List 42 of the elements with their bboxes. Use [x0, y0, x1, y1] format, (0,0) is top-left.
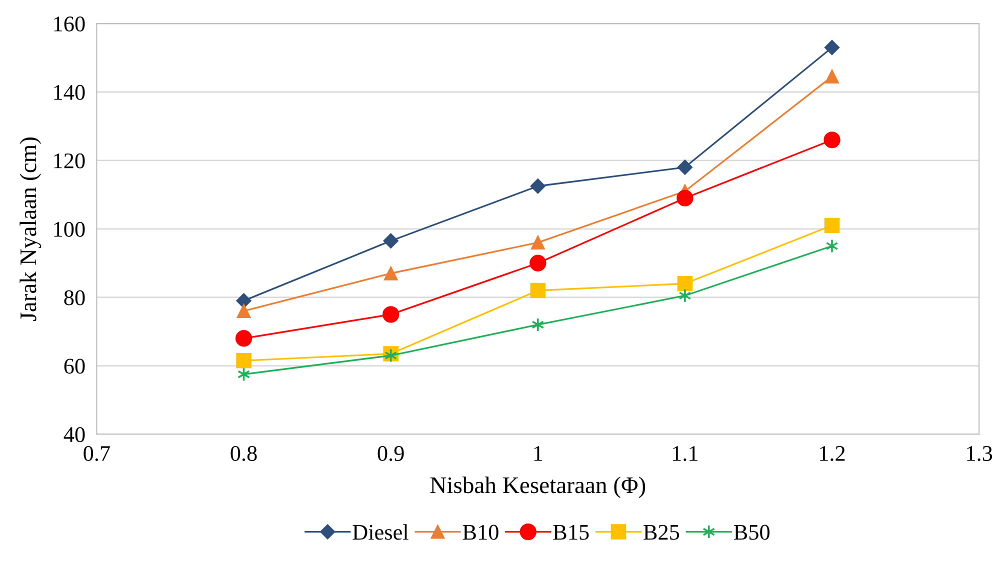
- point: [236, 293, 252, 308]
- point: [825, 70, 839, 84]
- point: [236, 304, 251, 318]
- point: [677, 160, 693, 175]
- y-tick-label: 40: [64, 427, 85, 442]
- point: [382, 306, 400, 323]
- legend-label: B10: [462, 524, 498, 540]
- point: [530, 282, 546, 298]
- x-tick-label: 1.3: [967, 446, 992, 462]
- legend-label: Diesel: [352, 524, 408, 540]
- y-tick-label: 160: [54, 16, 85, 32]
- y-tick-label: 80: [64, 290, 85, 306]
- point: [236, 353, 252, 368]
- legend-label: B15: [553, 524, 589, 540]
- y-tick-label: 140: [54, 84, 85, 100]
- point: [383, 233, 398, 248]
- legend-label: B25: [644, 524, 680, 540]
- point: [824, 218, 840, 234]
- x-tick-label: 0.7: [84, 446, 110, 462]
- point: [676, 190, 694, 206]
- y-tick-label: 60: [64, 358, 85, 374]
- point: [235, 330, 252, 347]
- point: [530, 254, 546, 272]
- x-tick-label: 1: [534, 446, 542, 461]
- y-tick-label: 100: [54, 222, 85, 237]
- point: [677, 276, 693, 292]
- point: [824, 132, 840, 148]
- x-tick-label: 0.9: [378, 446, 404, 462]
- point: [824, 40, 840, 56]
- legend-label: B50: [734, 524, 770, 540]
- point: [530, 178, 546, 194]
- x-tick-label: 0.8: [230, 446, 257, 462]
- y-tick-label: 120: [54, 153, 85, 168]
- x-tick-label: 1.2: [820, 446, 845, 462]
- point: [530, 236, 545, 250]
- x-tick-label: 1.1: [673, 446, 698, 462]
- point: [826, 238, 838, 254]
- point: [678, 288, 692, 303]
- x-axis-title: Nisbah Kesetaraan (Φ): [430, 476, 646, 498]
- y-axis-title: Jarak Nyalaan (cm): [20, 138, 42, 321]
- point: [532, 318, 544, 332]
- point: [384, 266, 398, 280]
